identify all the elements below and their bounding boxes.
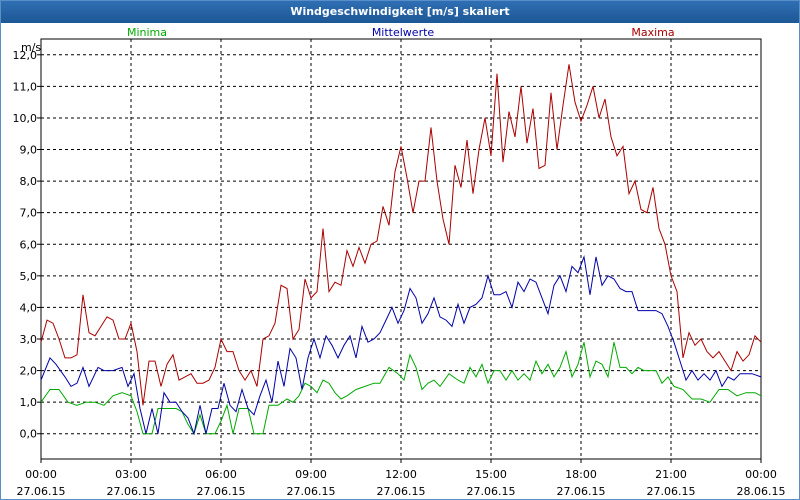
series-line-maxima (40, 64, 762, 406)
x-tick-time: 12:00 (385, 468, 417, 481)
x-tick-time: 00:00 (745, 468, 777, 481)
series-line-mittelwerte (40, 254, 762, 436)
legend-minima: Minima (127, 26, 167, 39)
x-tick-date: 27.06.15 (197, 485, 246, 498)
y-tick-label: 7,0 (20, 207, 38, 220)
legend-maxima: Maxima (631, 26, 674, 39)
x-tick-time: 00:00 (25, 468, 57, 481)
x-tick-date: 27.06.15 (17, 485, 66, 498)
y-tick-label: 2,0 (20, 365, 38, 378)
series-lines (40, 64, 762, 436)
x-tick-date: 27.06.15 (557, 485, 606, 498)
x-tick-time: 21:00 (655, 468, 687, 481)
x-tick-time: 06:00 (205, 468, 237, 481)
x-tick-date: 27.06.15 (467, 485, 516, 498)
x-tick-time: 03:00 (115, 468, 147, 481)
x-tick-time: 18:00 (565, 468, 597, 481)
y-tick-label: 12,0 (13, 49, 38, 62)
wind-speed-chart: 0,0 1,0 2,0 3,0 4,0 5,0 6,0 7,0 8,0 9,0 10,0 11,0 12… (13, 26, 786, 498)
y-axis: 0,0 1,0 2,0 3,0 4,0 5,0 6,0 7,0 8,0 9,0 10,0 11,0 12… (13, 49, 41, 441)
x-tick-date: 27.06.15 (287, 485, 336, 498)
y-tick-label: 3,0 (20, 333, 38, 346)
x-axis: 00:00 27.06.15 03:00 27.06.15 06:00 27.06.15 0… (17, 459, 786, 498)
y-tick-label: 8,0 (20, 175, 38, 188)
x-tick-date: 28.06.15 (737, 485, 786, 498)
x-tick-date: 27.06.15 (107, 485, 156, 498)
y-tick-label: 5,0 (20, 270, 38, 283)
grid (41, 39, 761, 459)
x-tick-date: 27.06.15 (377, 485, 426, 498)
legend-mittelwerte: Mittelwerte (372, 26, 435, 39)
series-line-minima (40, 342, 762, 435)
y-tick-label: 11,0 (13, 80, 38, 93)
x-tick-time: 15:00 (475, 468, 507, 481)
y-tick-label: 1,0 (20, 396, 38, 409)
window-title: Windgeschwindigkeit [m/s] skaliert (1, 1, 799, 23)
y-tick-label: 10,0 (13, 112, 38, 125)
y-tick-label: 0,0 (20, 428, 38, 441)
y-axis-label: m/s (21, 41, 41, 54)
y-tick-label: 4,0 (20, 301, 38, 314)
x-tick-time: 09:00 (295, 468, 327, 481)
y-tick-label: 6,0 (20, 238, 38, 251)
y-tick-label: 9,0 (20, 144, 38, 157)
x-tick-date: 27.06.15 (647, 485, 696, 498)
